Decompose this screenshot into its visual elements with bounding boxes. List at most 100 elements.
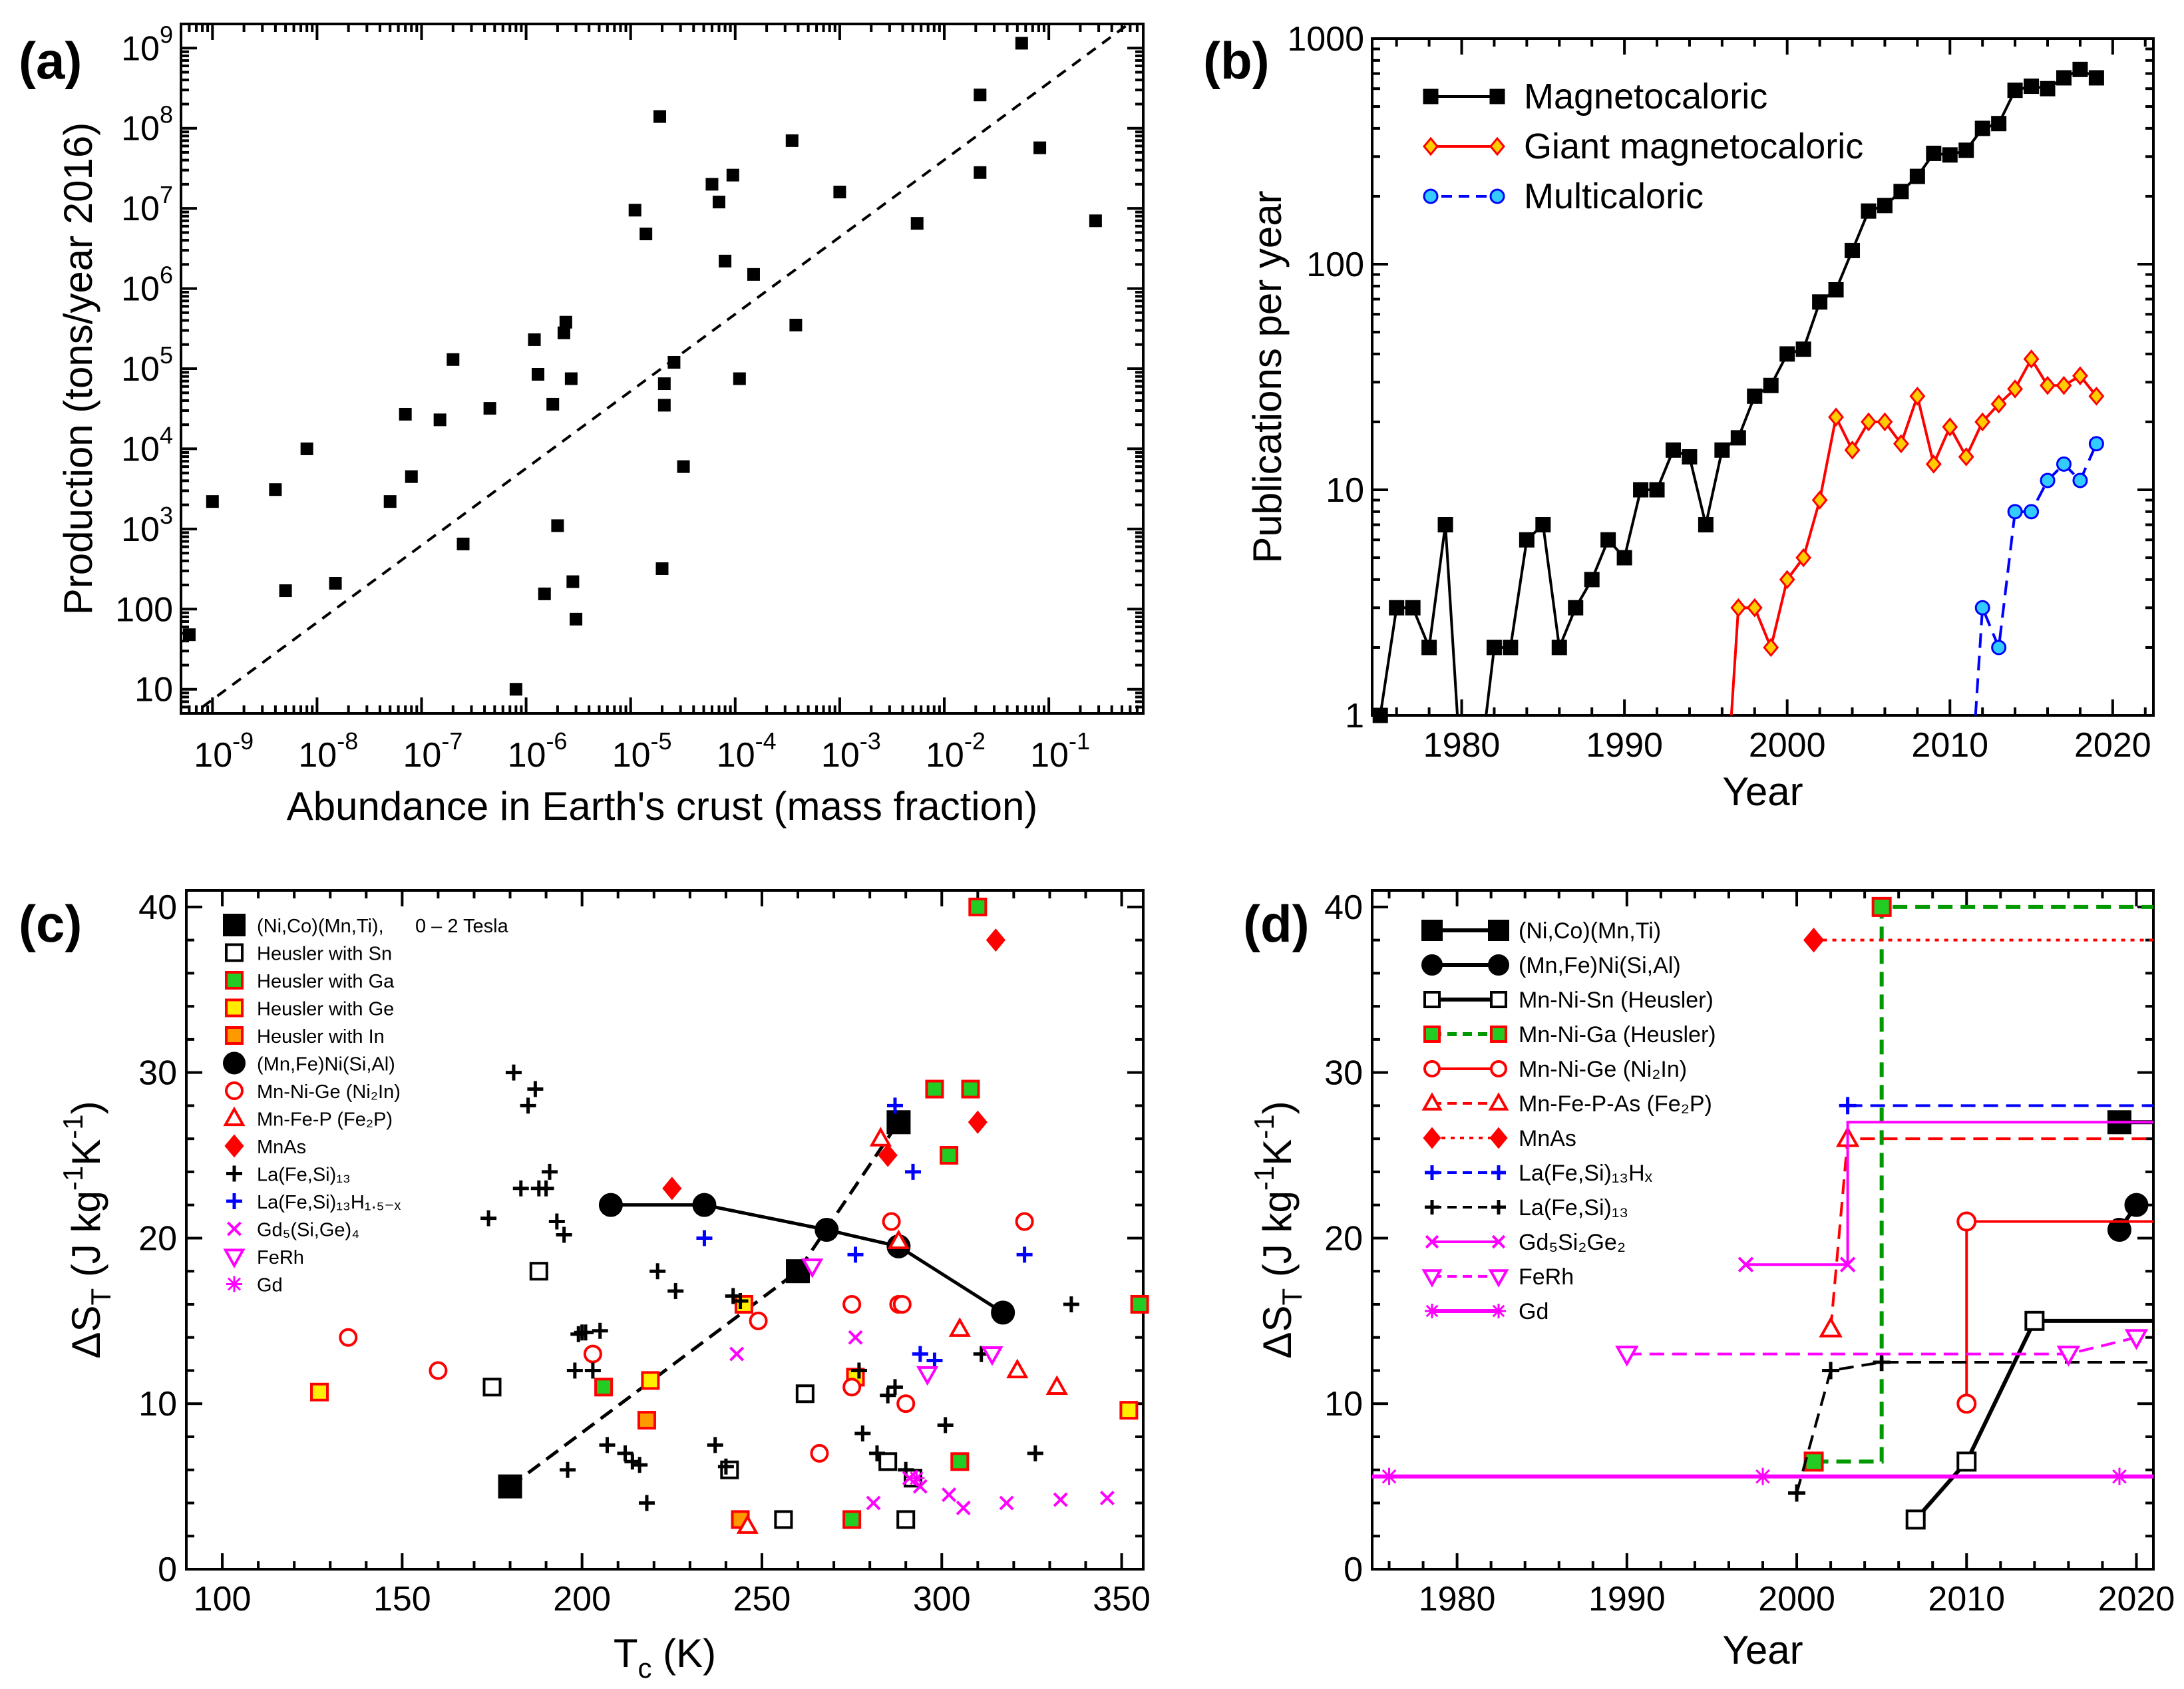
c-y-tick-label: 30 — [138, 1054, 177, 1093]
b-series-marker-0 — [1437, 517, 1453, 533]
d-legend-marker — [1423, 1060, 1441, 1077]
b-series-marker-1 — [1828, 407, 1845, 427]
c-series-marker-10 — [847, 1246, 864, 1263]
c-series-marker-9 — [707, 1437, 723, 1453]
d-legend-label: Gd — [1519, 1299, 1548, 1324]
c-series-marker-1 — [774, 1510, 793, 1529]
d-series-marker-1 — [2107, 1218, 2131, 1242]
a-data-point — [1089, 214, 1102, 228]
d-series-marker-1 — [2124, 1193, 2149, 1217]
d-legend-marker — [1425, 1200, 1439, 1215]
b-legend-label: Multicaloric — [1524, 176, 1704, 216]
b-series-marker-0 — [1503, 640, 1519, 656]
a-data-point — [639, 228, 653, 241]
c-series-marker-9 — [1027, 1445, 1043, 1461]
d-legend-marker — [1488, 1269, 1509, 1288]
c-series-marker-9 — [732, 1292, 749, 1309]
c-series-marker-8 — [986, 928, 1005, 952]
a-data-point — [300, 442, 313, 455]
c-series-marker-9 — [667, 1283, 684, 1300]
c-legend-label: Heusler with Sn — [257, 944, 392, 965]
c-y-tick-label: 10 — [138, 1385, 177, 1423]
c-series-marker-3 — [641, 1371, 660, 1390]
c-series-marker-10 — [696, 1230, 713, 1246]
c-legend-marker — [226, 1221, 242, 1236]
b-series-marker-0 — [1568, 600, 1584, 616]
a-y-tick-label: 100 — [115, 590, 173, 629]
b-series-marker-0 — [2007, 83, 2023, 98]
d-series-marker-11 — [1754, 1467, 1771, 1485]
d-y-tick-label: 10 — [1324, 1385, 1363, 1423]
d-series-marker-8 — [1822, 1362, 1840, 1380]
panel-a: 10-9 10-8 10-7 10-6 10-5 10-4 10-3 10-2 10-1 10 1… — [56, 21, 1145, 829]
a-y-tick-label: 105 — [121, 341, 173, 389]
d-series-marker-10 — [2124, 1329, 2149, 1350]
c-legend-marker — [225, 998, 244, 1018]
d-x-tick-label: 1980 — [1419, 1580, 1496, 1618]
b-y-tick-label: 10 — [1326, 471, 1364, 510]
a-x-tick-label: 10-4 — [717, 727, 777, 775]
c-series-marker-2 — [925, 1079, 944, 1099]
d-x-tick-label: 1990 — [1588, 1580, 1666, 1618]
a-data-point — [483, 402, 496, 415]
b-series-marker-0 — [1779, 346, 1795, 362]
b-series-marker-0 — [1926, 145, 1942, 161]
b-series-marker-1 — [1942, 417, 1958, 437]
c-series-marker-9 — [617, 1445, 634, 1461]
d-series-marker-2 — [2024, 1310, 2045, 1331]
a-data-point — [705, 178, 719, 191]
a-data-point — [546, 397, 560, 411]
d-plot-frame — [1371, 889, 2155, 1571]
c-series-marker-3 — [1119, 1401, 1139, 1420]
c-series-marker-9 — [584, 1362, 601, 1379]
b-series-marker-1 — [1909, 386, 1926, 406]
a-trendline — [201, 25, 1127, 709]
c-series-marker-9 — [592, 1322, 608, 1339]
c-legend-marker — [223, 914, 246, 936]
b-series-marker-0 — [1991, 116, 2007, 132]
c-x-tick-label: 200 — [553, 1580, 611, 1618]
b-series-marker-0 — [1600, 532, 1616, 548]
c-legend-label: (Mn,Fe)Ni(Si,Al) — [257, 1054, 395, 1075]
b-series-marker-0 — [1747, 388, 1763, 404]
c-legend-marker — [225, 971, 244, 990]
c-x-tick-label: 350 — [1093, 1580, 1151, 1618]
b-series-marker-2 — [2024, 504, 2040, 520]
d-y-tick-label: 30 — [1324, 1054, 1363, 1093]
b-series-marker-2 — [2088, 436, 2104, 452]
b-series-marker-1 — [1763, 638, 1779, 657]
b-series-marker-0 — [1861, 203, 1877, 219]
panel-label-b: (b) — [1203, 31, 1270, 90]
c-legend-label: Mn-Ni-Ge (Ni₂In) — [257, 1081, 401, 1103]
b-series-marker-0 — [1665, 442, 1681, 458]
d-legend-marker — [1421, 920, 1443, 941]
b-series-marker-0 — [1730, 430, 1746, 446]
c-series-marker-10 — [905, 1163, 922, 1180]
b-series-marker-1 — [2056, 375, 2072, 395]
a-x-axis-title: Abundance in Earth's crust (mass fractio… — [287, 784, 1038, 829]
a-data-point — [564, 372, 578, 385]
panel-label-c: (c) — [19, 894, 82, 953]
d-series-marker-8 — [1788, 1484, 1806, 1502]
c-series-marker-6 — [842, 1378, 862, 1397]
c-x-tick-label: 150 — [373, 1580, 431, 1618]
c-series-marker-10 — [926, 1352, 943, 1369]
d-y-tick-label: 20 — [1324, 1219, 1363, 1258]
c-series-marker-1 — [720, 1460, 739, 1479]
panel-label-d: (d) — [1243, 894, 1310, 953]
d-legend-marker — [1491, 1200, 1506, 1215]
a-data-point — [551, 519, 564, 532]
c-series-marker-7 — [1006, 1358, 1029, 1379]
a-data-point — [657, 377, 671, 391]
b-legend-marker — [1489, 136, 1505, 156]
a-y-tick-label: 106 — [121, 262, 173, 309]
b-series-marker-0 — [1584, 572, 1600, 588]
d-series-marker-4 — [1956, 1211, 1977, 1232]
b-series-marker-1 — [1844, 440, 1861, 460]
b-series-marker-0 — [2072, 61, 2088, 77]
c-series-marker-11 — [729, 1346, 745, 1362]
c-series-marker-6 — [749, 1311, 768, 1330]
d-legend-marker — [1488, 920, 1509, 941]
a-data-point — [405, 470, 418, 483]
b-x-axis-title: Year — [1722, 769, 1803, 814]
